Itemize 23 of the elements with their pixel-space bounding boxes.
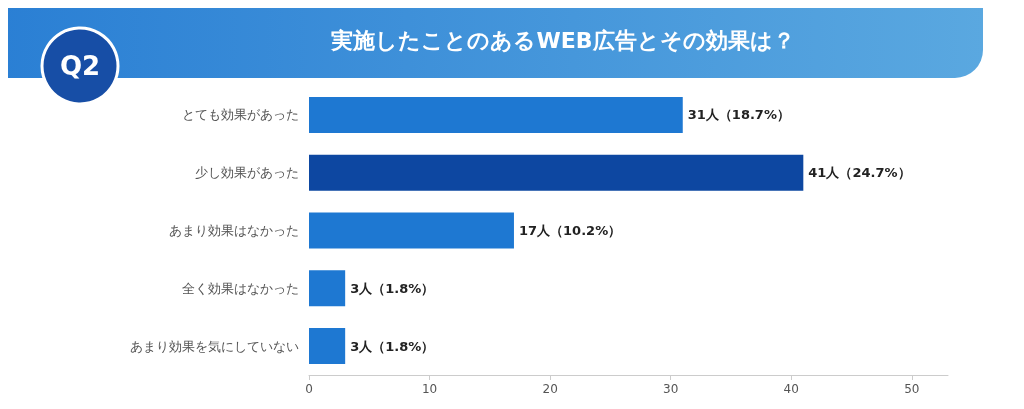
y-tick-label: 全く効果はなかった <box>182 280 299 296</box>
bar <box>309 96 683 133</box>
y-tick-label: あまり効果を気にしていない <box>130 338 299 354</box>
y-tick-label: とても効果があった <box>182 107 299 123</box>
y-tick-label: 少し効果があった <box>195 165 299 181</box>
chart-title: 実施したことのあるWEB広告とその効果は？ <box>330 27 795 53</box>
bar <box>309 328 346 365</box>
data-label: 31人（18.7%） <box>687 107 790 123</box>
x-tick-label: 0 <box>305 382 313 396</box>
x-tick-label: 40 <box>783 382 799 396</box>
x-tick-label: 50 <box>904 382 920 396</box>
bar <box>309 212 514 249</box>
x-tick-label: 10 <box>421 382 438 396</box>
data-label: 3人（1.8%） <box>350 338 435 354</box>
bar <box>309 270 346 307</box>
data-label: 17人（10.2%） <box>518 223 622 238</box>
y-tick-label: あまり効果はなかった <box>169 223 299 238</box>
x-tick-label: 20 <box>542 382 558 396</box>
text: Q2 <box>59 51 101 81</box>
data-label: 3人（1.8%） <box>350 280 435 296</box>
data-label: 41人（24.7%） <box>808 165 911 181</box>
x-tick-label: 30 <box>663 382 679 396</box>
bar <box>309 154 804 191</box>
